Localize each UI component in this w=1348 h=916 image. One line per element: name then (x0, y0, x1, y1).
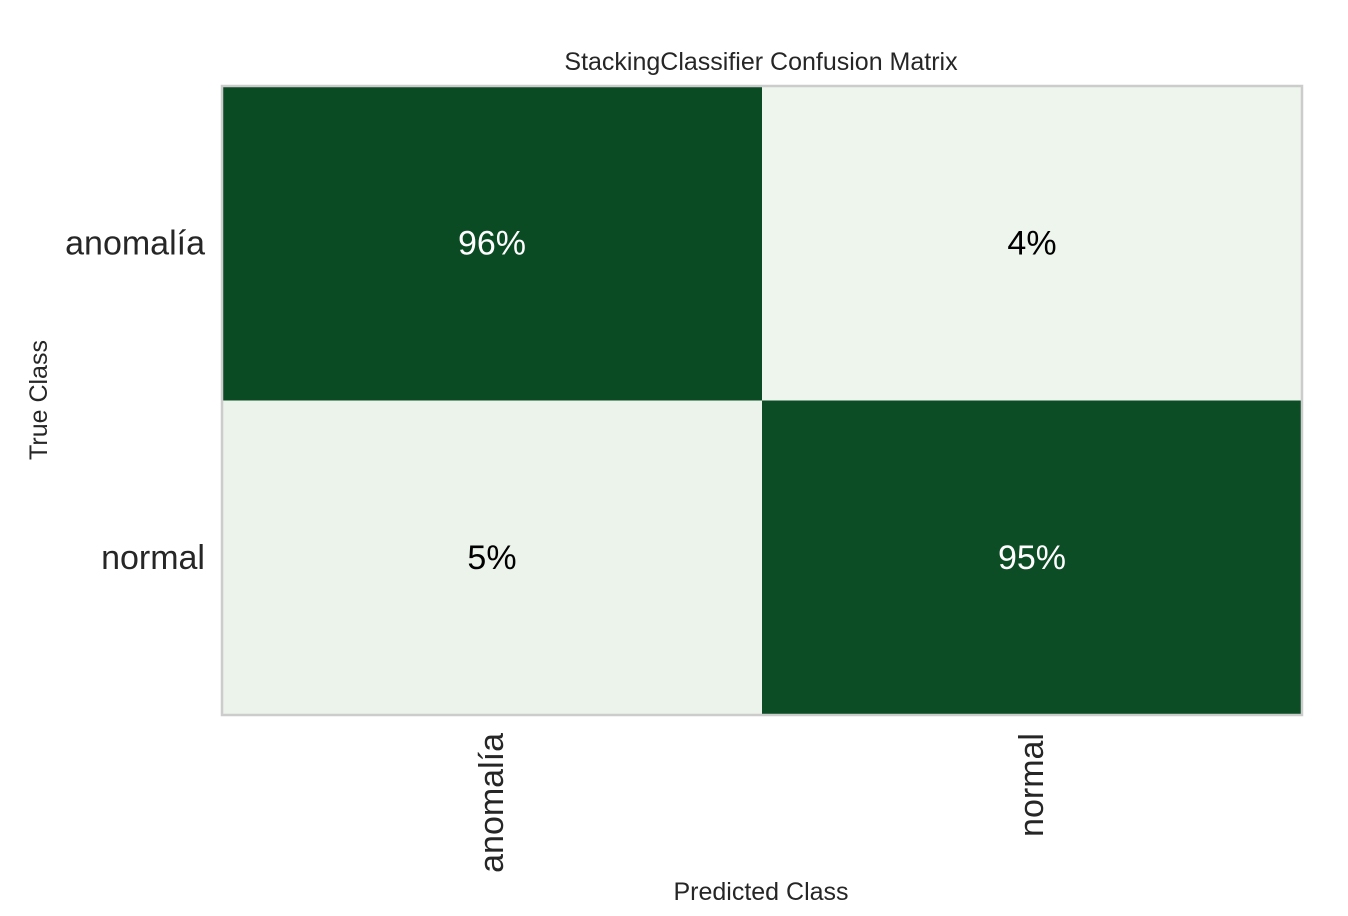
x-tick-label: normal (1013, 733, 1051, 837)
y-tick-labels: anomalía normal (65, 224, 205, 577)
y-axis-label: True Class (25, 340, 53, 460)
cell-value-label: 96% (458, 224, 526, 262)
heatmap-cell (222, 86, 762, 401)
y-tick-label: normal (101, 539, 205, 577)
x-axis-label: Predicted Class (673, 878, 848, 906)
y-tick-label: anomalía (65, 224, 205, 262)
x-tick-labels: anomalía normal (473, 733, 1051, 873)
x-tick-label: anomalía (473, 733, 511, 873)
heatmap-cell (762, 400, 1302, 715)
cell-value-label: 5% (467, 539, 516, 577)
heatmap-cell (762, 86, 1302, 401)
cells-layer (222, 86, 1302, 715)
cell-value-label: 95% (998, 539, 1066, 577)
cell-labels-layer: 96% 4% 5% 95% (458, 224, 1066, 577)
chart-title: StackingClassifier Confusion Matrix (564, 48, 958, 76)
plot-frame (220, 84, 1304, 717)
heatmap-cell (222, 400, 762, 715)
cell-value-label: 4% (1007, 224, 1056, 262)
